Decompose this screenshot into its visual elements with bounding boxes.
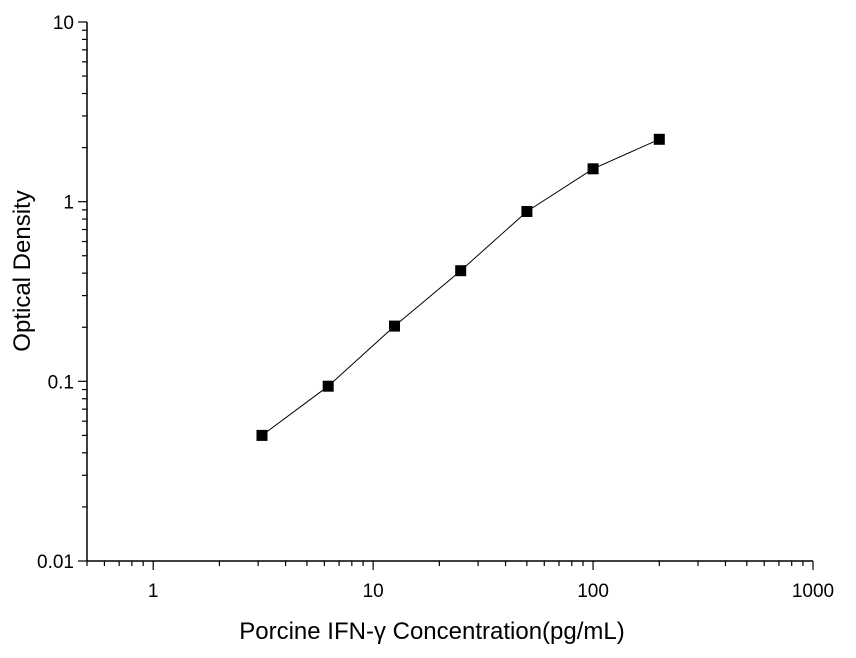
tick-labels: 1 10 100 1000 0.01 0.1 1 10: [37, 13, 834, 602]
x-tick-label: 10: [363, 581, 384, 602]
data-markers: [256, 133, 665, 441]
y-tick-label: 10: [53, 13, 74, 34]
axes: [86, 22, 813, 562]
data-point: [653, 133, 665, 145]
x-tick-label: 1: [148, 581, 159, 602]
data-point: [256, 429, 268, 441]
ticks: [78, 21, 814, 570]
x-tick-label: 1000: [792, 581, 834, 602]
y-tick-label: 0.1: [48, 372, 74, 393]
y-tick-label: 0.01: [37, 552, 74, 573]
data-point: [521, 206, 533, 217]
data-point: [322, 380, 334, 392]
data-point: [587, 163, 599, 175]
y-tick-label: 1: [63, 193, 74, 214]
x-axis-title: Porcine IFN-γ Concentration(pg/mL): [239, 618, 624, 645]
y-axis-title: Optical Density: [9, 190, 36, 351]
series-line: [261, 138, 660, 436]
x-tick-label: 100: [577, 581, 609, 602]
data-point: [389, 320, 400, 332]
data-point: [455, 265, 467, 277]
